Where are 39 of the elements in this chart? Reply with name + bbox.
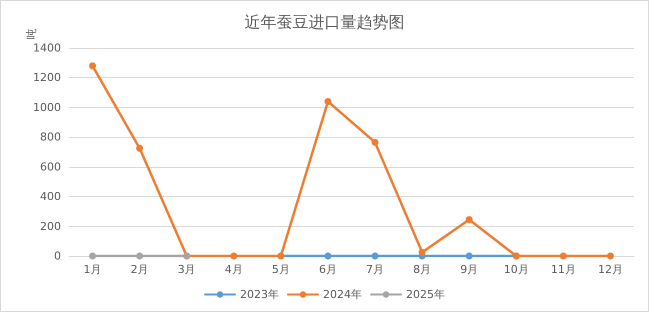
point (136, 252, 144, 260)
point (89, 252, 96, 260)
chart-title: 近年蚕豆进口量趋势图 (244, 12, 404, 32)
x-tick-label: 7月 (366, 263, 384, 276)
point (560, 252, 567, 260)
x-tick-label: 12月 (598, 263, 623, 276)
x-tick-label: 3月 (178, 263, 196, 276)
x-tick-label: 10月 (504, 263, 529, 276)
y-tick-label: 400 (40, 190, 61, 204)
point (324, 252, 332, 260)
y-tick-label: 200 (40, 220, 61, 233)
x-tick-label: 2月 (130, 263, 149, 276)
y-tick-label: 0 (54, 250, 61, 262)
point (372, 138, 379, 146)
point (324, 98, 332, 105)
x-tick-label: 8月 (413, 263, 432, 276)
point (230, 252, 238, 260)
y-tick-label: 1000 (33, 100, 61, 114)
x-tick-label: 11月 (550, 263, 576, 276)
legend-label: 2023年 (240, 288, 280, 301)
point (466, 252, 473, 260)
y-tick-label: 800 (40, 130, 61, 144)
point (372, 252, 379, 260)
y-tick-label: 600 (40, 160, 61, 174)
x-tick-label: 5月 (272, 263, 290, 276)
point (606, 252, 614, 260)
y-tick-label: 1400 (33, 42, 61, 54)
x-tick-label: 1月 (84, 263, 102, 276)
point (89, 62, 96, 70)
x-tick-label: 4月 (224, 263, 243, 276)
x-tick-label: 9月 (460, 263, 478, 276)
y-axis-title: 吨 (25, 28, 38, 40)
legend-label: 2025年 (406, 288, 445, 301)
point (136, 144, 144, 152)
point (418, 248, 426, 256)
point (466, 216, 473, 224)
legend-label: 2024年 (323, 288, 362, 301)
y-tick-label: 1200 (33, 71, 61, 84)
x-tick-label: 6月 (318, 263, 337, 276)
